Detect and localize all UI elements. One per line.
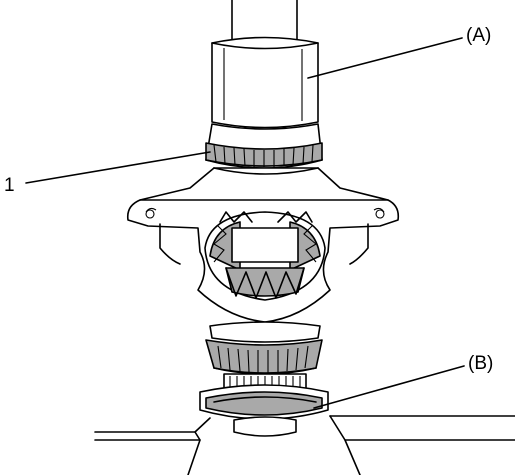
leader-line-b (313, 365, 465, 409)
leader-line-1 (25, 151, 211, 184)
special-tool-a (211, 36, 319, 129)
press-bed (94, 415, 515, 475)
callout-label-b: (B) (468, 353, 494, 374)
leader-lines (25, 37, 465, 409)
callout-label-1: 1 (4, 175, 15, 196)
press-shaft (231, 0, 298, 41)
differential-gears (204, 211, 326, 301)
special-tool-b (199, 384, 329, 437)
leader-line-a (307, 37, 463, 79)
bearing-1 (205, 123, 323, 169)
callout-label-a: (A) (466, 25, 492, 46)
lower-bearing (205, 321, 323, 375)
